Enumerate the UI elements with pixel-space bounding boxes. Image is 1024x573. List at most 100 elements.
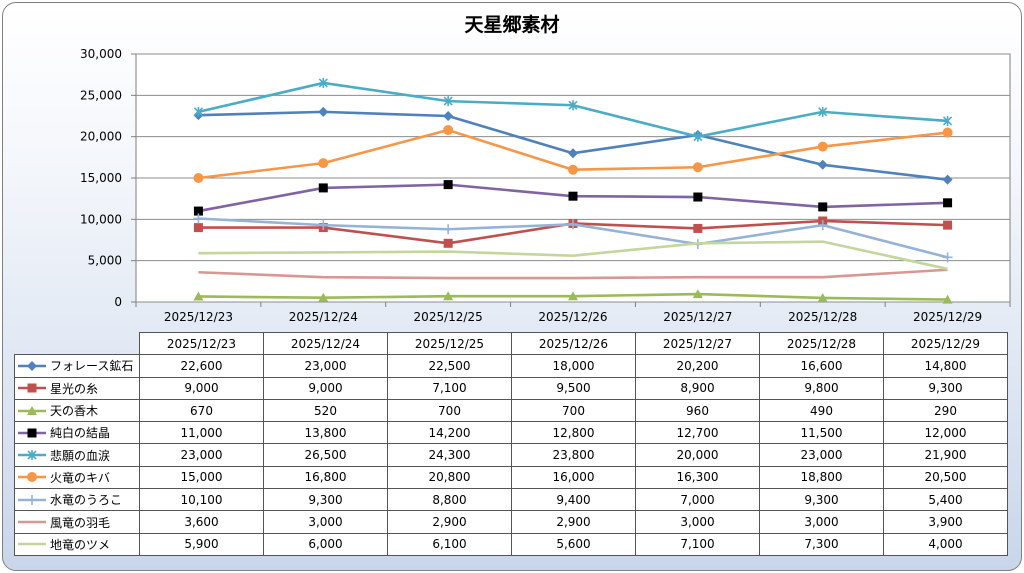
legend-key <box>18 450 46 461</box>
series-line <box>198 268 948 280</box>
legend-label: 風竜の羽毛 <box>50 515 111 530</box>
table-header-cell: 2025/12/28 <box>759 331 884 356</box>
series-group <box>193 180 953 216</box>
y-tick-label: 20,000 <box>80 130 122 144</box>
series-marker <box>443 111 454 121</box>
series-marker <box>692 289 703 299</box>
series-marker <box>817 141 828 152</box>
series-marker <box>27 494 37 505</box>
series-marker <box>443 180 453 190</box>
table-value-cell: 9,000 <box>139 376 264 400</box>
series-marker <box>27 383 37 393</box>
table-value-cell: 7,000 <box>635 488 760 512</box>
series-marker <box>568 191 578 201</box>
table-row: 風竜の羽毛 3,600 3,000 2,900 2,900 3,000 3,000 3,900 <box>14 510 1008 534</box>
legend-key <box>18 472 46 483</box>
series-marker <box>943 198 953 208</box>
table-value-cell: 22,500 <box>387 354 512 378</box>
table-value-cell: 3,000 <box>635 510 760 534</box>
series-marker <box>818 202 828 212</box>
data-table: 2025/12/23 2025/12/24 2025/12/25 2025/12/26… <box>14 331 1008 556</box>
series-group <box>193 213 953 263</box>
table-value-cell: 9,500 <box>511 376 636 400</box>
series-marker <box>318 77 328 88</box>
table-value-cell: 20,200 <box>635 354 760 378</box>
legend-key <box>18 383 46 393</box>
legend-key <box>18 543 46 546</box>
table-value-cell: 8,800 <box>387 488 512 512</box>
table-row: 星光の糸 9,000 9,000 7,100 9,500 8,900 9,800 9,300 <box>14 376 1008 400</box>
table-value-cell: 490 <box>759 398 884 423</box>
y-tick-label: 10,000 <box>80 212 122 226</box>
table-row: 火竜のキバ 15,000 16,800 20,800 16,000 16,300 18,80… <box>14 465 1008 490</box>
x-tick-label: 2025/12/23 <box>164 310 233 324</box>
table-value-cell: 23,000 <box>759 443 884 467</box>
table-value-cell: 9,300 <box>759 488 884 512</box>
series-marker <box>568 164 578 175</box>
legend-key <box>18 360 46 371</box>
series-marker <box>692 162 703 173</box>
table-value-cell: 10,100 <box>139 488 264 512</box>
table-value-cell: 960 <box>635 398 760 423</box>
series-group <box>198 268 948 280</box>
table-value-cell: 12,000 <box>883 421 1008 445</box>
table-row: 天の香木 670 520 700 700 960 490 290 <box>14 398 1008 423</box>
table-value-cell: 15,000 <box>139 465 264 490</box>
series-marker <box>318 183 328 193</box>
table-value-cell: 11,500 <box>759 421 884 445</box>
series-marker <box>193 106 203 117</box>
table-value-cell: 7,300 <box>759 532 884 556</box>
series-marker <box>318 158 329 169</box>
table-value-cell: 2,900 <box>387 510 512 534</box>
legend-entry: フォレース鉱石 <box>14 354 140 378</box>
series-marker <box>443 238 453 248</box>
series-group <box>193 106 953 185</box>
series-marker <box>942 294 953 304</box>
table-value-cell: 9,300 <box>883 376 1008 400</box>
table-header-cell: 2025/12/27 <box>635 331 760 356</box>
y-tick-label: 30,000 <box>80 47 122 61</box>
table-header-cell: 2025/12/25 <box>387 331 512 356</box>
table-value-cell: 26,500 <box>263 443 388 467</box>
x-tick-label: 2025/12/27 <box>663 310 732 324</box>
table-corner <box>15 333 140 355</box>
table-value-cell: 5,400 <box>883 488 1008 512</box>
series-marker <box>942 127 953 138</box>
table-value-cell: 9,000 <box>263 376 388 400</box>
table-value-cell: 9,300 <box>263 488 388 512</box>
table-header-cell: 2025/12/26 <box>511 331 636 356</box>
table-value-cell: 12,800 <box>511 421 636 445</box>
series-marker <box>817 220 828 231</box>
series-marker <box>318 292 329 302</box>
series-group <box>193 77 953 142</box>
table-value-cell: 23,800 <box>511 443 636 467</box>
table-value-cell: 22,600 <box>139 354 264 378</box>
y-tick-label: 5,000 <box>88 254 122 268</box>
table-value-cell: 7,100 <box>387 376 512 400</box>
series-marker <box>817 292 828 302</box>
table-value-cell: 14,800 <box>883 354 1008 378</box>
series-marker <box>193 223 203 233</box>
table-header-cell: 2025/12/29 <box>883 331 1008 356</box>
legend-label: 天の香木 <box>50 404 99 419</box>
series-marker <box>318 106 329 117</box>
table-header-cell: 2025/12/24 <box>263 331 388 356</box>
table-value-cell: 3,000 <box>263 510 388 534</box>
legend-label: 悲願の血涙 <box>50 448 111 463</box>
series-marker <box>27 450 37 461</box>
legend-key <box>18 520 46 524</box>
x-tick-label: 2025/12/24 <box>289 310 358 324</box>
legend-label: 水竜のうろこ <box>50 493 123 508</box>
series-marker <box>193 173 204 183</box>
legend-label: 地竜のツメ <box>50 537 111 552</box>
series-marker <box>943 115 953 126</box>
table-value-cell: 12,700 <box>635 421 760 445</box>
legend-entry: 火竜のキバ <box>14 465 140 490</box>
series-marker <box>27 405 37 415</box>
table-value-cell: 3,600 <box>139 510 264 534</box>
table-value-cell: 7,100 <box>635 532 760 556</box>
legend-key <box>18 428 46 438</box>
series-marker <box>568 291 578 301</box>
series-marker <box>443 291 454 301</box>
table-row: 水竜のうろこ 10,100 9,300 8,800 9,400 7,000 9,300 5,4… <box>14 488 1008 512</box>
